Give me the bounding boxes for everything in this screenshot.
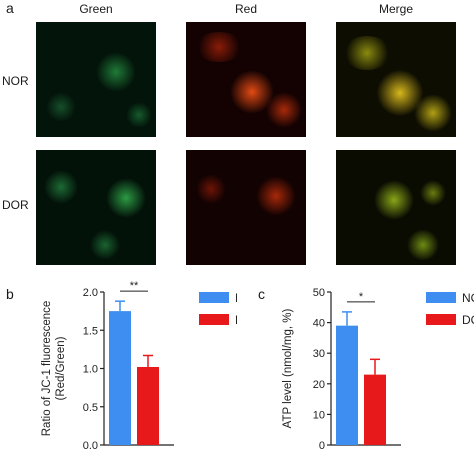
column-header-merge: Merge: [378, 2, 413, 16]
micrograph-nor-merge: [336, 22, 456, 137]
legend-swatch-dor: [199, 314, 229, 325]
chart-c: 0 10 20 30 40 50 ATP level (nmol/mg, %) * NOR DOR: [282, 287, 474, 452]
legend-swatch-nor: [199, 292, 229, 303]
micrograph-dor-green: [36, 150, 156, 265]
micrograph-nor-green: [36, 22, 156, 137]
significance-marker: **: [130, 280, 139, 292]
legend-label-dor: DOR: [462, 313, 474, 327]
legend-swatch-nor: [426, 292, 456, 303]
legend-label-nor: NOR: [235, 291, 237, 305]
y-tick-label: 50: [313, 287, 325, 299]
y-tick-label: 20: [313, 379, 325, 391]
y-tick-label: 0.5: [83, 402, 98, 414]
y-tick-label: 30: [313, 348, 325, 360]
bar-nor: [336, 325, 358, 445]
row-label-dor: DOR: [2, 198, 29, 212]
y-tick-label: 0: [319, 440, 325, 452]
row-label-nor: NOR: [2, 74, 29, 88]
panel-b-letter: b: [6, 286, 14, 302]
column-header-green: Green: [79, 2, 113, 16]
y-tick-label: 0.0: [83, 440, 98, 452]
legend-swatch-dor: [426, 314, 456, 325]
bar-nor: [109, 311, 131, 445]
y-tick-label: 1.5: [83, 325, 98, 337]
micrograph-dor-red: [186, 150, 306, 265]
y-axis-label: (Red/Green): [55, 336, 67, 400]
y-tick-label: 40: [313, 318, 325, 330]
panel-c-letter: c: [258, 286, 265, 302]
chart-b: 0.0 0.5 1.0 1.5 2.0 Ratio of JC-1 fluorescenc…: [41, 280, 237, 452]
y-tick-label: 2.0: [83, 287, 98, 299]
micrograph-nor-red: [186, 22, 306, 137]
y-tick-label: 1.0: [83, 364, 98, 376]
micrograph-dor-merge: [336, 150, 456, 265]
panel-a-letter: a: [6, 0, 14, 16]
bar-dor: [137, 366, 159, 445]
y-axis-label: ATP level (nmol/mg, %): [282, 308, 294, 428]
y-tick-label: 10: [313, 409, 325, 421]
legend-label-nor: NOR: [462, 291, 474, 305]
legend-label-dor: DOR: [235, 313, 237, 327]
column-header-red: Red: [234, 2, 257, 16]
bar-dor: [364, 374, 386, 445]
significance-marker: *: [359, 291, 364, 303]
y-axis-label: Ratio of JC-1 fluorescence: [41, 301, 53, 437]
